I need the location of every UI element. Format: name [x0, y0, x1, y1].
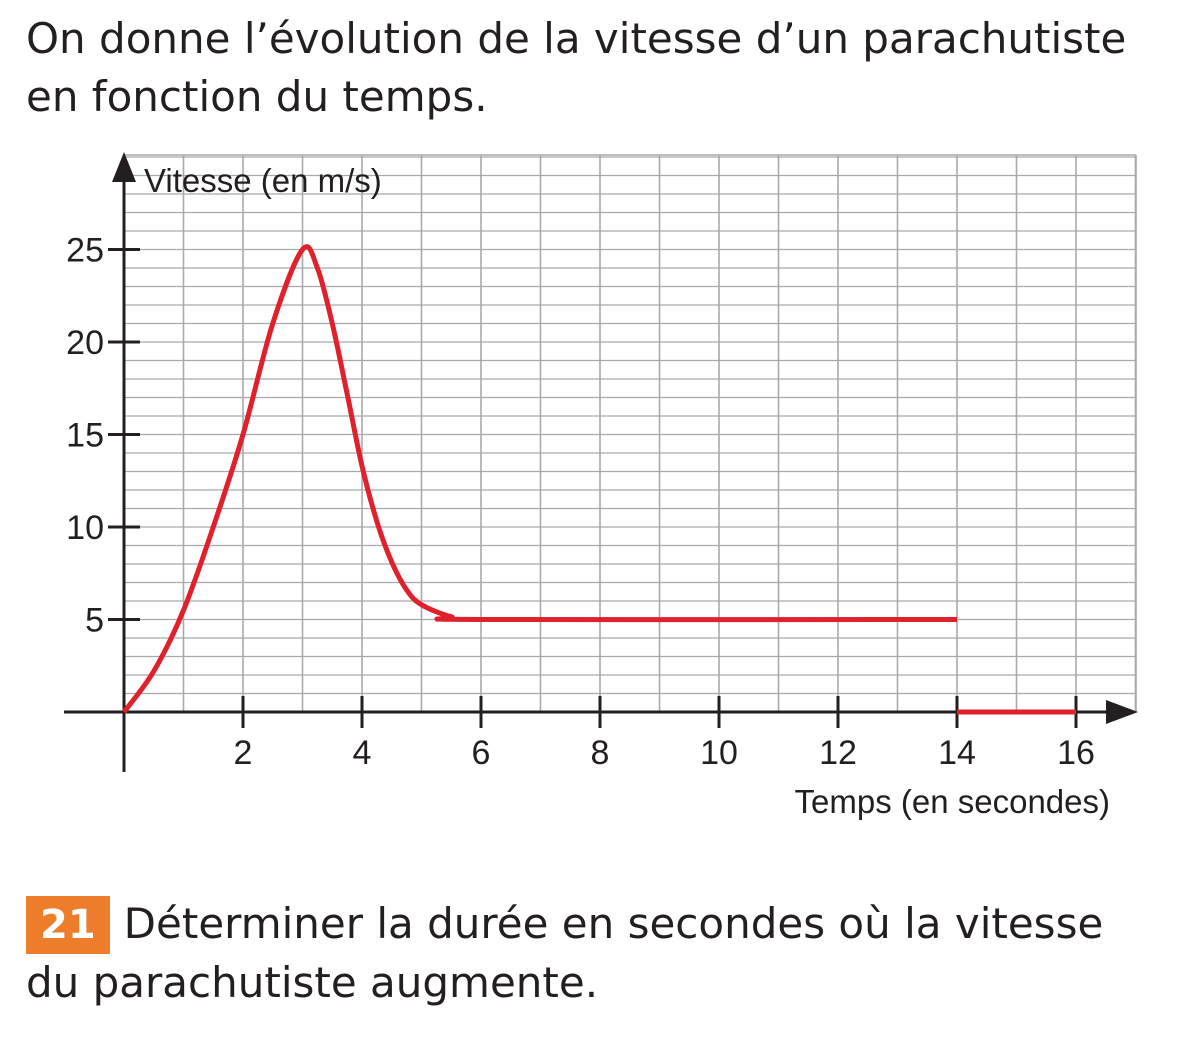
- speed-curve-1: [121, 244, 958, 714]
- x-tick-label: 16: [1057, 734, 1095, 772]
- y-tick-label: 5: [85, 602, 104, 640]
- chart-axes: [64, 152, 1138, 772]
- chart-curves: [121, 244, 1076, 715]
- x-axis-label: Temps (en secondes): [795, 783, 1110, 820]
- x-tick-label: 8: [591, 734, 610, 772]
- x-tick-label: 12: [819, 734, 857, 772]
- question-text: 21 Déterminer la durée en secondes où la …: [26, 895, 1176, 1012]
- y-axis-label: Vitesse (en m/s): [144, 162, 382, 199]
- y-tick-label: 10: [66, 509, 104, 547]
- x-axis-arrow: [1106, 700, 1138, 724]
- intro-text: On donne l’évolution de la vitesse d’un …: [26, 10, 1176, 126]
- x-tick-label: 6: [472, 734, 491, 772]
- question-line-2: du parachutiste augmente.: [26, 958, 599, 1007]
- y-tick-label: 15: [66, 417, 104, 455]
- question-line-1: Déterminer la durée en secondes où la vi…: [123, 899, 1104, 948]
- chart-ticks: 2 4 6 8 10 12 14 16 5 10 15 20 25: [66, 232, 1095, 773]
- y-tick-label: 20: [66, 324, 104, 362]
- y-tick-label: 25: [66, 232, 104, 270]
- chart-grid: [123, 154, 1137, 713]
- intro-line-1: On donne l’évolution de la vitesse d’un …: [26, 14, 1127, 63]
- x-tick-label: 10: [700, 734, 738, 772]
- speed-time-chart: 2 4 6 8 10 12 14 16 5 10 15 20 25 Vitesse (en m/s) T…: [64, 152, 1138, 820]
- intro-line-2: en fonction du temps.: [26, 72, 488, 121]
- x-tick-label: 4: [353, 734, 372, 772]
- y-axis-arrow: [112, 152, 136, 182]
- x-tick-label: 14: [938, 734, 976, 772]
- x-tick-label: 2: [234, 734, 253, 772]
- question-number-badge: 21: [26, 896, 110, 954]
